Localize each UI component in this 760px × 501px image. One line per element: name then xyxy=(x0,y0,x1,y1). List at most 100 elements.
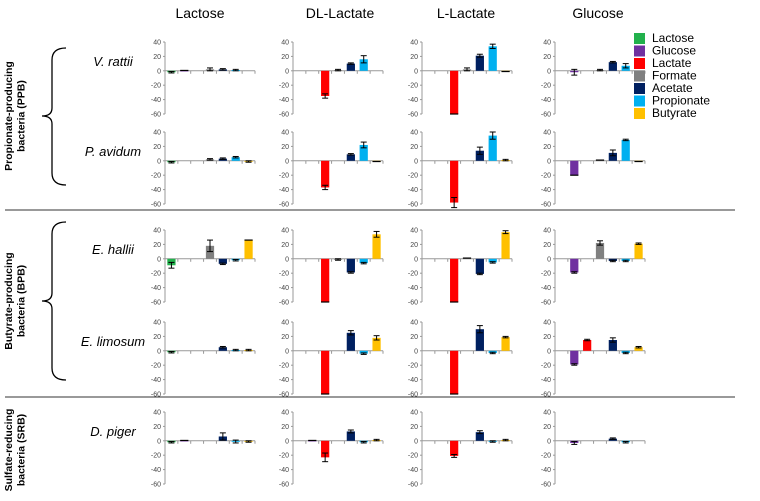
bar-acetate xyxy=(346,258,355,273)
y-tick-label: 20 xyxy=(543,424,551,431)
panel-4-0: 40 20 0 -20 -40 -60 xyxy=(151,410,256,489)
group-label: Sulfate-reducingbacteria (SRB) xyxy=(3,409,28,492)
bar-lactate xyxy=(321,440,330,458)
y-tick-label: 20 xyxy=(153,242,161,249)
panel-4-2: 40 20 0 -20 -40 -60 xyxy=(408,410,513,489)
y-tick-label: -60 xyxy=(541,202,551,209)
y-tick-label: 0 xyxy=(547,348,551,355)
y-tick-label: -20 xyxy=(151,271,161,278)
bar-lactate xyxy=(450,258,459,302)
y-tick-label: -40 xyxy=(541,467,551,474)
bar-acetate xyxy=(346,63,355,71)
bar-acetate xyxy=(346,332,355,351)
bar-propionate xyxy=(621,139,630,161)
y-tick-label: -60 xyxy=(279,482,289,489)
y-tick-label: -60 xyxy=(279,202,289,209)
y-tick-label: -60 xyxy=(541,300,551,307)
legend-label: Butyrate xyxy=(652,106,697,120)
y-tick-label: 0 xyxy=(157,438,161,445)
panel-1-1: 40 20 0 -20 -40 -60 xyxy=(279,130,384,209)
y-tick-label: -20 xyxy=(279,173,289,180)
y-tick-label: 40 xyxy=(153,410,161,417)
bar-butyrate xyxy=(501,232,510,259)
y-tick-label: -20 xyxy=(408,271,418,278)
y-tick-label: 40 xyxy=(410,40,418,47)
y-tick-label: -60 xyxy=(408,300,418,307)
panel-3-3: 40 20 0 -20 -40 -60 xyxy=(541,320,646,399)
panel-2-0: 40 20 0 -20 -40 -60 xyxy=(151,228,256,307)
bar-butyrate xyxy=(634,347,643,351)
legend-swatch-propionate xyxy=(634,95,645,107)
panel-1-3: 40 20 0 -20 -40 -60 xyxy=(541,130,646,209)
bar-propionate xyxy=(488,135,497,161)
y-tick-label: -20 xyxy=(541,173,551,180)
y-tick-label: -40 xyxy=(151,467,161,474)
y-tick-label: 40 xyxy=(153,130,161,137)
y-tick-label: 20 xyxy=(543,334,551,341)
bar-propionate xyxy=(359,144,368,161)
y-tick-label: 20 xyxy=(543,54,551,61)
legend-swatch-butyrate xyxy=(634,108,645,119)
legend-swatch-glucose xyxy=(634,45,645,57)
legend-label: Propionate xyxy=(652,94,710,108)
y-tick-label: 20 xyxy=(410,144,418,151)
y-tick-label: -60 xyxy=(151,392,161,399)
y-tick-label: 0 xyxy=(414,158,418,165)
y-tick-label: -20 xyxy=(151,363,161,370)
y-tick-label: -40 xyxy=(541,187,551,194)
y-tick-label: -20 xyxy=(279,363,289,370)
y-tick-label: -20 xyxy=(279,453,289,460)
bar-butyrate xyxy=(372,337,381,351)
bar-butyrate xyxy=(244,240,253,259)
panel-3-0: 40 20 0 -20 -40 -60 xyxy=(151,320,256,399)
y-tick-label: -20 xyxy=(541,453,551,460)
bar-lactate xyxy=(321,160,330,188)
bar-propionate xyxy=(359,350,368,354)
y-tick-label: 20 xyxy=(410,242,418,249)
y-tick-label: -60 xyxy=(151,112,161,119)
y-tick-label: -40 xyxy=(151,97,161,104)
y-tick-label: 0 xyxy=(285,438,289,445)
organism-label: D. piger xyxy=(90,424,136,439)
legend-label: Acetate xyxy=(652,81,693,95)
y-tick-label: 20 xyxy=(281,144,289,151)
y-tick-label: -40 xyxy=(408,285,418,292)
legend-label: Lactose xyxy=(652,31,694,45)
organism-label: V. rattii xyxy=(93,54,134,69)
y-tick-label: 0 xyxy=(547,256,551,263)
y-tick-label: 0 xyxy=(547,68,551,75)
y-tick-label: 0 xyxy=(285,158,289,165)
y-tick-label: 0 xyxy=(414,256,418,263)
y-tick-label: -20 xyxy=(151,83,161,90)
y-tick-label: -60 xyxy=(408,202,418,209)
y-tick-label: 20 xyxy=(410,334,418,341)
y-tick-label: -40 xyxy=(279,97,289,104)
panel-2-3: 40 20 0 -20 -40 -60 xyxy=(541,228,646,307)
y-tick-label: -60 xyxy=(151,202,161,209)
panel-0-0: 40 20 0 -20 -40 -60 xyxy=(151,40,256,119)
y-tick-label: 0 xyxy=(414,68,418,75)
y-tick-label: 0 xyxy=(414,438,418,445)
y-tick-label: -40 xyxy=(279,377,289,384)
y-tick-label: 0 xyxy=(157,348,161,355)
bar-acetate xyxy=(218,347,227,351)
y-tick-label: -20 xyxy=(408,363,418,370)
y-tick-label: 0 xyxy=(157,256,161,263)
y-tick-label: 40 xyxy=(410,320,418,327)
bar-glucose xyxy=(570,160,579,176)
y-tick-label: -40 xyxy=(151,187,161,194)
panel-4-1: 40 20 0 -20 -40 -60 xyxy=(279,410,384,489)
bar-lactate xyxy=(321,350,330,394)
y-tick-label: 40 xyxy=(543,130,551,137)
column-header: L-Lactate xyxy=(437,5,496,21)
y-tick-label: 0 xyxy=(285,68,289,75)
y-tick-label: 40 xyxy=(543,40,551,47)
y-tick-label: 40 xyxy=(281,130,289,137)
y-tick-label: -20 xyxy=(408,83,418,90)
bar-lactate xyxy=(450,350,459,394)
y-tick-label: -60 xyxy=(151,300,161,307)
y-tick-label: -40 xyxy=(279,187,289,194)
bar-acetate xyxy=(475,150,484,161)
y-tick-label: 0 xyxy=(285,256,289,263)
y-tick-label: 20 xyxy=(543,242,551,249)
